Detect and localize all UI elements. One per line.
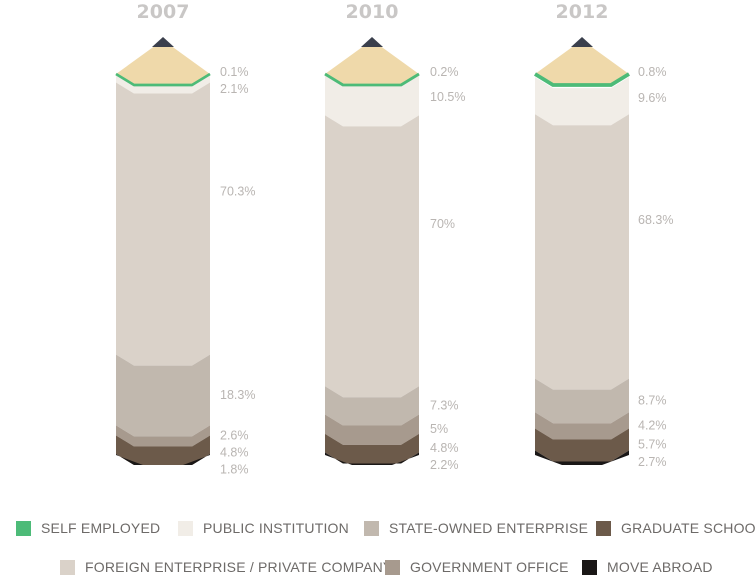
bar-self-employed [534, 72, 630, 87]
data-label-public-institution: 9.6% [638, 91, 667, 105]
data-label-foreign-private: 68.3% [638, 213, 673, 227]
legend-item-move-abroad: MOVE ABROAD [582, 559, 713, 575]
data-label-self-employed: 0.1% [220, 65, 249, 79]
data-label-graduate-school: 5.7% [638, 438, 667, 452]
legend-item-self-employed: SELF EMPLOYED [16, 520, 160, 536]
bar-public-institution [325, 74, 419, 127]
data-label-self-employed: 0.2% [430, 65, 459, 79]
bar-foreign-private [535, 114, 629, 390]
pencil-graphite [571, 37, 593, 47]
bar-move-abroad [535, 450, 629, 465]
year-label: 2010 [346, 1, 399, 23]
pencil-tip [325, 40, 419, 85]
data-label-graduate-school: 4.8% [430, 441, 459, 455]
bar-self-employed [115, 72, 211, 87]
data-label-foreign-private: 70% [430, 217, 455, 231]
legend-swatch [178, 520, 193, 536]
data-label-move-abroad: 2.7% [638, 455, 667, 469]
legend-label: PUBLIC INSTITUTION [203, 520, 349, 536]
data-label-public-institution: 10.5% [430, 90, 465, 104]
bar-foreign-private [325, 115, 419, 398]
legend-item-state-owned-enterprise: STATE-OWNED ENTERPRISE [364, 520, 588, 536]
data-label-graduate-school: 4.8% [220, 445, 249, 459]
legend-swatch [385, 559, 400, 575]
bar-self-employed [324, 72, 420, 87]
bar-public-institution [116, 74, 210, 94]
legend-label: STATE-OWNED ENTERPRISE [389, 520, 589, 536]
year-label: 2007 [137, 1, 190, 23]
pencil-graphite [361, 37, 383, 47]
legend-swatch [582, 559, 597, 575]
legend-item-graduate-school: GRADUATE SCHOOL [596, 520, 755, 536]
bar-government-office [535, 412, 629, 440]
bar-state-owned [325, 386, 419, 426]
legend-label: MOVE ABROAD [607, 559, 713, 575]
legend-swatch [16, 520, 31, 536]
bar-public-institution [535, 77, 629, 126]
data-label-move-abroad: 1.8% [220, 462, 249, 476]
data-label-state-owned: 7.3% [430, 398, 459, 412]
pencil-tip [116, 40, 210, 85]
bar-graduate-school [116, 435, 210, 466]
legend-label: GRADUATE SCHOOL [621, 520, 755, 536]
pencil-tip [535, 40, 629, 85]
data-label-move-abroad: 2.2% [430, 458, 459, 472]
data-label-self-employed: 0.8% [638, 65, 667, 79]
bar-state-owned [116, 354, 210, 437]
pencil-graphite [152, 37, 174, 47]
legend-swatch [596, 520, 611, 536]
pencil-2007: 2007 0.1% 2.1% 70.3% 18.3% 2.6% 4.8% 1.8% [115, 1, 255, 476]
data-label-government-office: 4.2% [638, 418, 667, 432]
data-label-state-owned: 8.7% [638, 393, 667, 407]
legend-swatch [364, 520, 379, 536]
data-label-state-owned: 18.3% [220, 388, 255, 402]
legend-label: SELF EMPLOYED [41, 520, 161, 536]
pencil-2012: 2012 0.8% 9.6% 68.3% 8.7% 4.2% 5.7% 2.7% [534, 1, 673, 469]
legend-item-public-institution: PUBLIC INSTITUTION [178, 520, 349, 536]
bar-graduate-school [535, 428, 629, 462]
data-label-public-institution: 2.1% [220, 82, 249, 96]
bar-government-office [116, 425, 210, 447]
year-label: 2012 [556, 1, 609, 23]
legend-swatch [60, 559, 75, 575]
bar-state-owned [535, 378, 629, 424]
pencil-2010: 2010 0.2% 10.5% 70% 7.3% 5% 4.8% 2.2% [324, 1, 465, 472]
legend-item-government-office: GOVERNMENT OFFICE [385, 559, 569, 575]
bar-government-office [325, 414, 419, 445]
legend-label: FOREIGN ENTERPRISE / PRIVATE COMPANY [85, 559, 393, 575]
legend-label: GOVERNMENT OFFICE [410, 559, 569, 575]
data-label-government-office: 2.6% [220, 428, 249, 442]
data-label-government-office: 5% [430, 422, 448, 436]
data-label-foreign-private: 70.3% [220, 184, 255, 198]
bar-graduate-school [325, 433, 419, 464]
bar-foreign-private [116, 82, 210, 366]
legend-item-foreign-private-company: FOREIGN ENTERPRISE / PRIVATE COMPANY [60, 559, 392, 575]
